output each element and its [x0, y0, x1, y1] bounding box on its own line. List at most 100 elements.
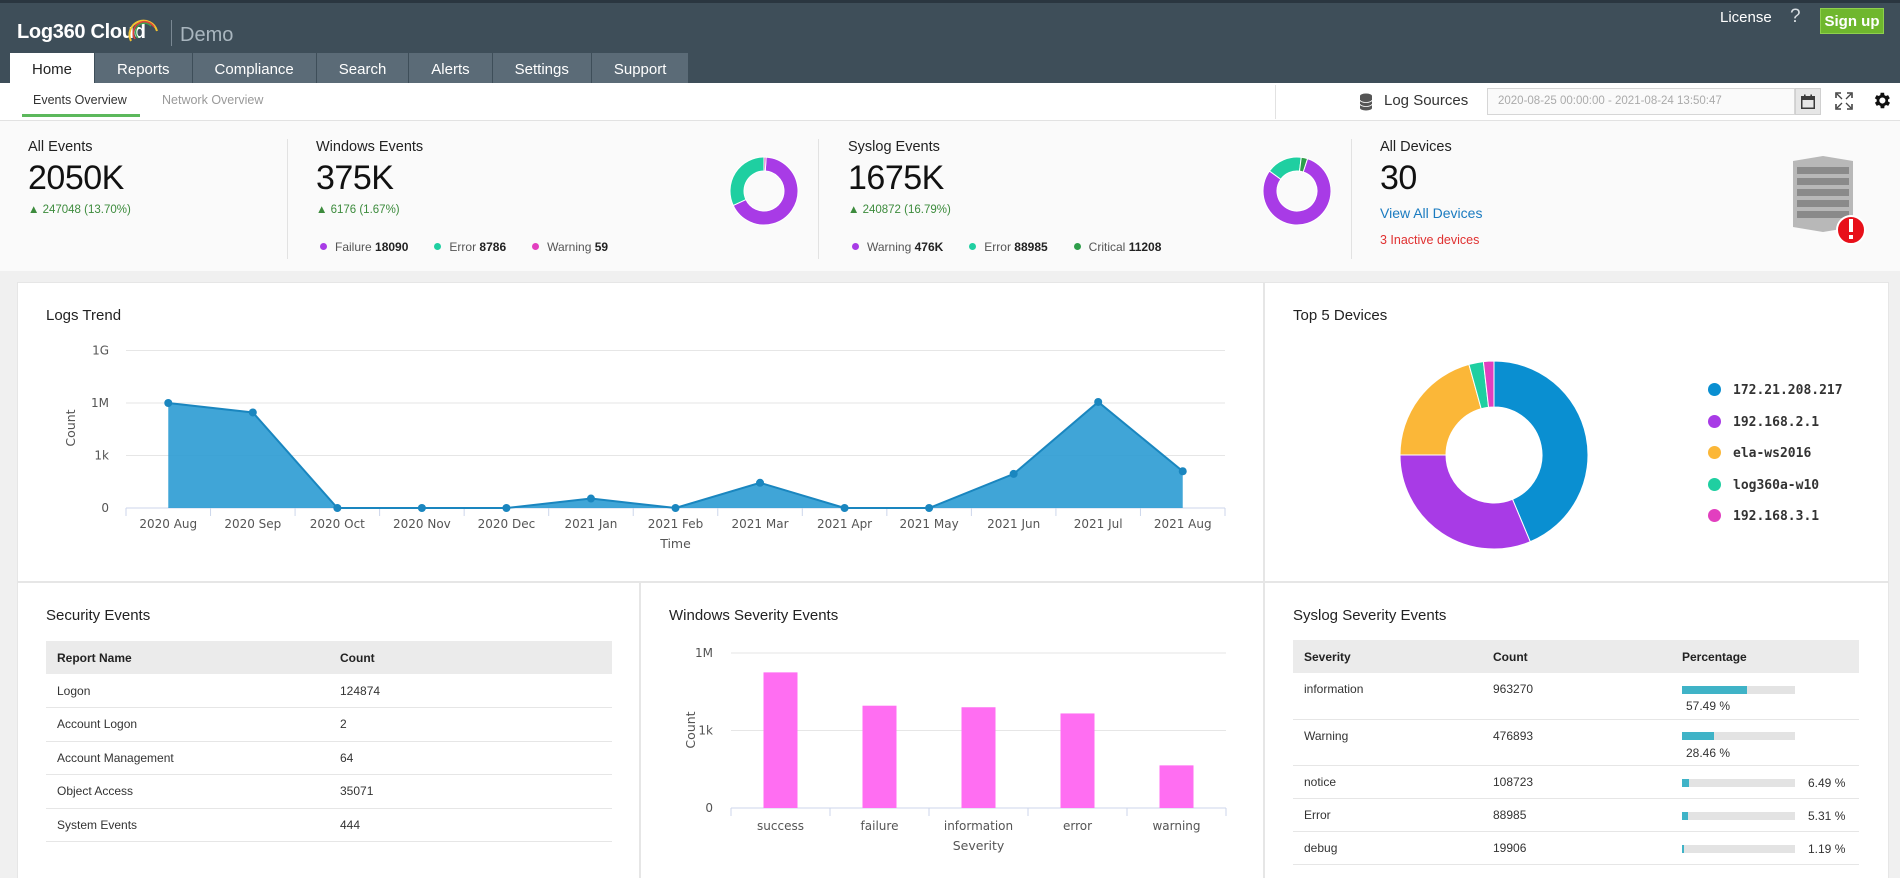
- tab-network-overview[interactable]: Network Overview: [162, 93, 264, 107]
- legend-warning[interactable]: Warning 476K: [852, 240, 943, 254]
- report-name-cell[interactable]: Object Access: [46, 774, 329, 809]
- nav-alerts[interactable]: Alerts: [409, 53, 493, 86]
- slice-warning[interactable]: [763, 156, 767, 172]
- severity-cell[interactable]: notice: [1293, 765, 1482, 799]
- slice-critical[interactable]: [1298, 156, 1309, 173]
- legend-dot: [1708, 383, 1721, 396]
- nav-compliance[interactable]: Compliance: [192, 53, 317, 86]
- data-point[interactable]: [756, 478, 765, 487]
- legend-item[interactable]: ela-ws2016: [1708, 446, 1811, 461]
- bar-information[interactable]: [961, 707, 996, 808]
- stat-all-devices[interactable]: All Devices 30 View All Devices 3 Inacti…: [1380, 139, 1482, 247]
- help-icon[interactable]: ?: [1790, 6, 1801, 27]
- table-row[interactable]: notice 108723 6.49 %: [1293, 765, 1859, 799]
- tab-events-overview[interactable]: Events Overview: [33, 93, 127, 107]
- severity-cell[interactable]: Error: [1293, 798, 1482, 832]
- severity-cell[interactable]: Warning: [1293, 719, 1482, 766]
- nav-home[interactable]: Home: [10, 53, 96, 86]
- table-row[interactable]: System Events 444: [46, 808, 612, 842]
- legend-error[interactable]: Error 8786: [434, 240, 506, 254]
- data-point[interactable]: [248, 408, 257, 417]
- date-range-input[interactable]: 2020-08-25 00:00:00 - 2021-08-24 13:50:4…: [1487, 88, 1795, 115]
- column-header[interactable]: Severity: [1293, 640, 1482, 673]
- bar-failure[interactable]: [862, 705, 897, 808]
- stat-all-events[interactable]: All Events 2050K ▲ 247048 (13.70%): [28, 139, 131, 216]
- slice-172-21-208-217[interactable]: [1493, 360, 1589, 543]
- syslog-events-donut[interactable]: [1262, 156, 1332, 226]
- data-point[interactable]: [502, 504, 511, 512]
- data-point[interactable]: [840, 504, 849, 512]
- data-point[interactable]: [1009, 469, 1018, 478]
- report-name-cell[interactable]: System Events: [46, 808, 329, 842]
- table-row[interactable]: Policy Changes2: [46, 841, 612, 843]
- legend-failure[interactable]: Failure 18090: [320, 240, 408, 254]
- table-row[interactable]: Warning 476893 28.46 %: [1293, 719, 1859, 766]
- app-logo[interactable]: Log360 Cloud: [17, 21, 146, 43]
- gear-icon[interactable]: [1871, 90, 1892, 111]
- column-header[interactable]: Count: [329, 641, 612, 674]
- fullscreen-icon[interactable]: [1834, 91, 1854, 111]
- legend-warning[interactable]: Warning 59: [532, 240, 608, 254]
- data-point[interactable]: [925, 504, 934, 512]
- table-row[interactable]: Error 88985 5.31 %: [1293, 798, 1859, 832]
- report-name-cell[interactable]: Account Management: [46, 741, 329, 775]
- legend-item[interactable]: log360a-w10: [1708, 477, 1819, 493]
- x-tick-label: 2020 Nov: [393, 517, 451, 531]
- table-row[interactable]: debug 19906 1.19 %: [1293, 831, 1859, 865]
- legend-error[interactable]: Error 88985: [969, 240, 1048, 254]
- nav-search[interactable]: Search: [316, 53, 410, 86]
- table-row[interactable]: information 963270 57.49 %: [1293, 673, 1859, 720]
- slice-error[interactable]: [729, 156, 765, 207]
- percentage-bar: [1682, 845, 1795, 854]
- inactive-devices-link[interactable]: 3 Inactive devices: [1380, 233, 1480, 247]
- calendar-button[interactable]: [1795, 88, 1821, 115]
- data-point[interactable]: [1094, 397, 1103, 406]
- log-sources-button[interactable]: Log Sources: [1384, 92, 1469, 109]
- bar-warning[interactable]: [1159, 765, 1194, 808]
- slice-192-168-3-1[interactable]: [1482, 360, 1495, 408]
- license-link[interactable]: License: [1720, 9, 1772, 26]
- column-header[interactable]: Report Name: [46, 641, 329, 674]
- view-all-devices-link[interactable]: View All Devices: [1380, 205, 1483, 221]
- legend-item[interactable]: 192.168.2.1: [1708, 414, 1819, 430]
- legend-item[interactable]: 192.168.3.1: [1708, 509, 1819, 524]
- nav-reports[interactable]: Reports: [95, 53, 193, 86]
- signup-button[interactable]: Sign up: [1820, 8, 1884, 34]
- severity-cell[interactable]: information: [1293, 673, 1482, 720]
- severity-cell[interactable]: debug: [1293, 831, 1482, 865]
- top5-devices-panel: Top 5 Devices: [1264, 282, 1889, 582]
- data-point[interactable]: [164, 399, 173, 407]
- table-row[interactable]: Account Logon 2: [46, 707, 612, 742]
- data-point[interactable]: [1178, 467, 1187, 476]
- report-name-cell[interactable]: Logon: [46, 674, 329, 708]
- data-point[interactable]: [671, 504, 680, 512]
- report-name-cell[interactable]: Account Logon: [46, 707, 329, 742]
- slice-ela-ws2016[interactable]: [1399, 363, 1482, 456]
- logs-trend-chart[interactable]: 0 1k 1M 1G 2020 Aug 2020 Sep 2020 Oct 2020 Nov 2…: [18, 283, 1265, 583]
- stat-windows-events[interactable]: Windows Events 375K ▲ 6176 (1.67%): [316, 139, 423, 216]
- nav-settings[interactable]: Settings: [492, 53, 592, 86]
- top5-devices-donut[interactable]: [1265, 283, 1890, 583]
- windows-severity-chart[interactable]: 0 1k 1M success failure information error warni…: [641, 583, 1265, 878]
- data-point[interactable]: [333, 504, 342, 512]
- bar-error[interactable]: [1060, 713, 1095, 808]
- nav-support[interactable]: Support: [591, 53, 690, 86]
- table-row[interactable]: Account Management 64: [46, 741, 612, 775]
- slice-failure[interactable]: [732, 156, 799, 226]
- count-cell: 64: [329, 741, 612, 775]
- slice-192-168-2-1[interactable]: [1399, 454, 1531, 550]
- legend-critical[interactable]: Critical 11208: [1073, 240, 1161, 254]
- data-point[interactable]: [417, 504, 426, 512]
- table-row[interactable]: Object Access 35071: [46, 774, 612, 809]
- data-point[interactable]: [586, 494, 595, 503]
- slice-warning[interactable]: [1262, 158, 1332, 226]
- column-header[interactable]: Percentage: [1671, 640, 1859, 673]
- windows-events-donut[interactable]: [729, 156, 799, 226]
- legend-item[interactable]: 172.21.208.217: [1708, 383, 1843, 398]
- report-name-cell[interactable]: Policy Changes: [46, 841, 329, 843]
- stat-syslog-events[interactable]: Syslog Events 1675K ▲ 240872 (16.79%): [848, 139, 951, 216]
- column-header[interactable]: Count: [1482, 640, 1671, 673]
- table-row[interactable]: Logon 124874: [46, 674, 612, 708]
- bar-success[interactable]: [763, 672, 798, 808]
- table-header-row: Severity Count Percentage: [1293, 640, 1859, 673]
